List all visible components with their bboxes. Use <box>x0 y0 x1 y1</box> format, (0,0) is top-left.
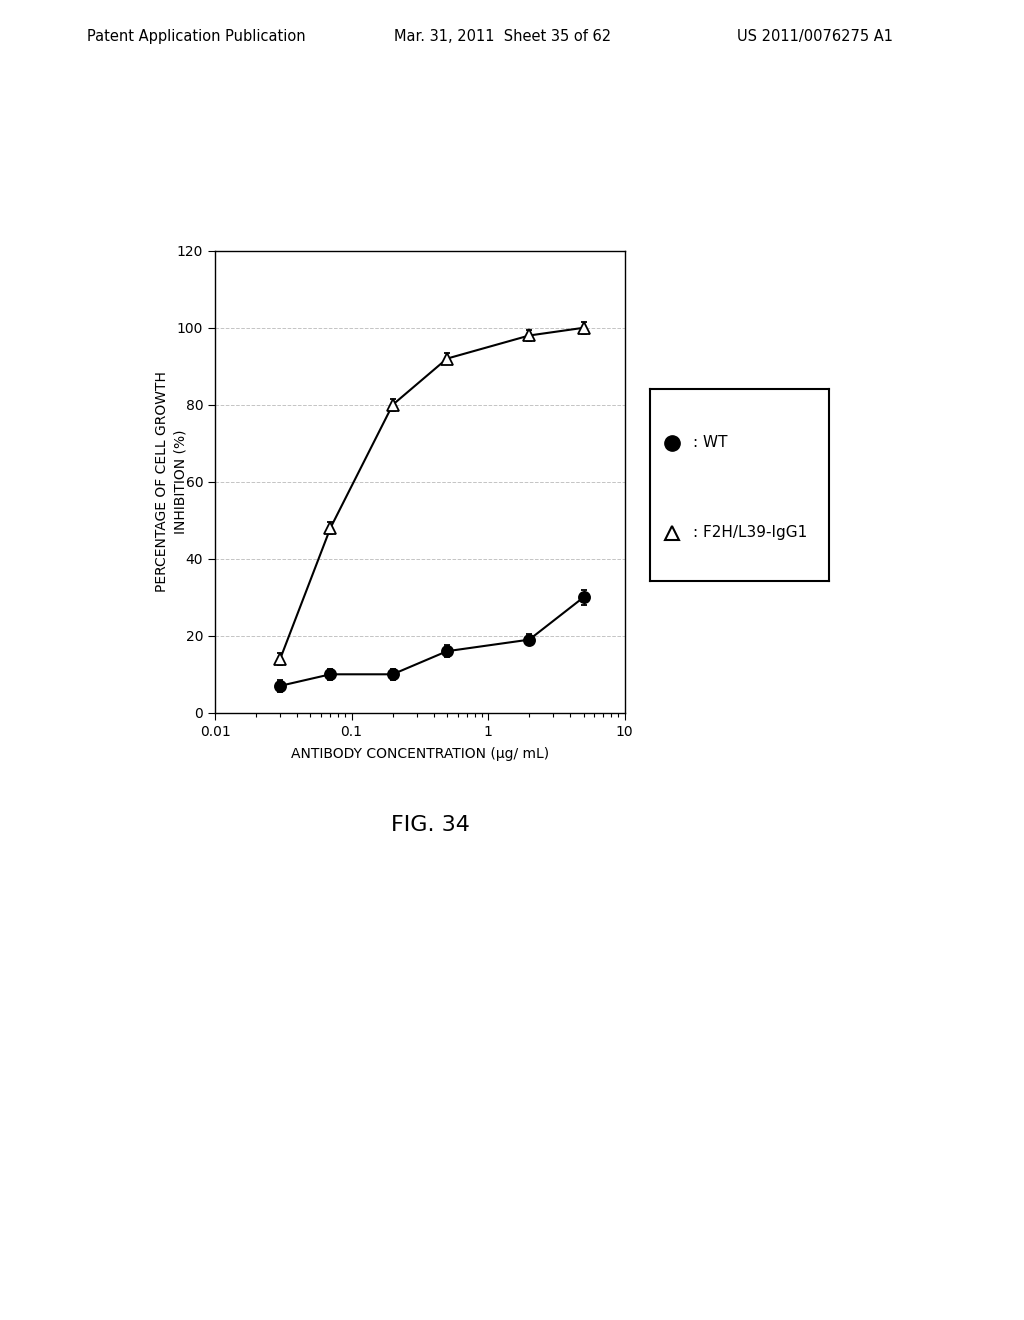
Text: Patent Application Publication: Patent Application Publication <box>87 29 306 44</box>
Text: Mar. 31, 2011  Sheet 35 of 62: Mar. 31, 2011 Sheet 35 of 62 <box>394 29 611 44</box>
X-axis label: ANTIBODY CONCENTRATION (μg/ mL): ANTIBODY CONCENTRATION (μg/ mL) <box>291 747 549 760</box>
Text: : F2H/L39-IgG1: : F2H/L39-IgG1 <box>693 525 808 540</box>
Y-axis label: PERCENTAGE OF CELL GROWTH
INHIBITION (%): PERCENTAGE OF CELL GROWTH INHIBITION (%) <box>155 371 187 593</box>
Text: FIG. 34: FIG. 34 <box>390 814 470 836</box>
Text: : WT: : WT <box>693 436 728 450</box>
Text: US 2011/0076275 A1: US 2011/0076275 A1 <box>737 29 893 44</box>
